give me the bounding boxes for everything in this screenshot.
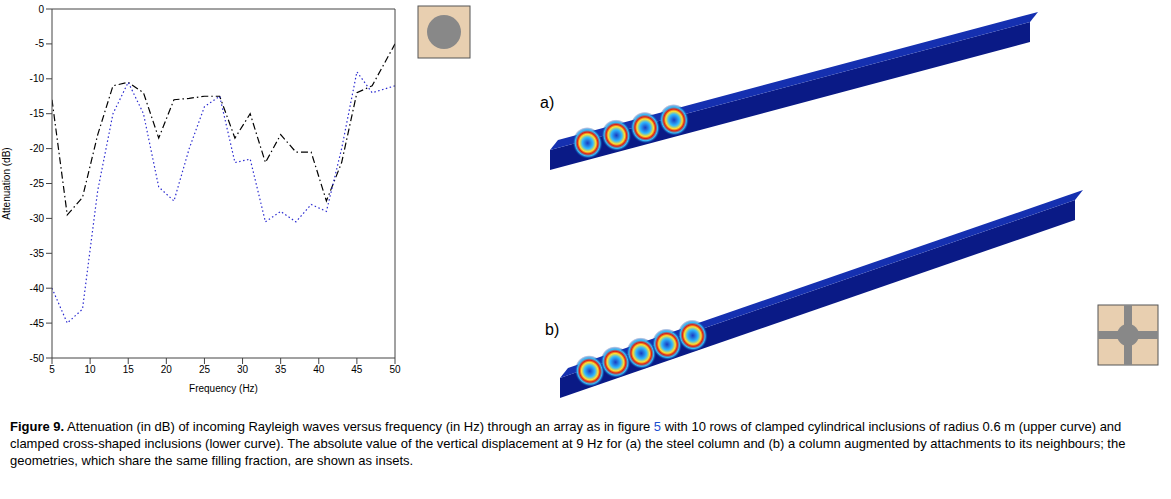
svg-text:Attenuation (dB): Attenuation (dB)	[1, 147, 12, 219]
svg-text:-20: -20	[30, 143, 45, 154]
svg-text:50: 50	[389, 364, 401, 375]
svg-text:0: 0	[38, 4, 44, 15]
html-text:Figure 9. Attenuation (in dB): Figure 9. Attenuation (in dB) of incomin…	[10, 419, 1126, 468]
svg-text:35: 35	[275, 364, 287, 375]
svg-text:a): a)	[540, 94, 554, 111]
svg-text:b): b)	[545, 321, 559, 338]
svg-text:20: 20	[161, 364, 173, 375]
svg-text:-5: -5	[35, 38, 44, 49]
svg-text:-15: -15	[30, 108, 45, 119]
svg-text:-40: -40	[30, 283, 45, 294]
svg-text:30: 30	[237, 364, 249, 375]
svg-text:-45: -45	[30, 318, 45, 329]
svg-text:-50: -50	[30, 353, 45, 364]
svg-text:-35: -35	[30, 248, 45, 259]
svg-text:40: 40	[313, 364, 325, 375]
svg-text:Frequency (Hz): Frequency (Hz)	[189, 383, 258, 394]
svg-text:45: 45	[351, 364, 363, 375]
svg-text:10: 10	[85, 364, 97, 375]
svg-text:-30: -30	[30, 213, 45, 224]
svg-text:15: 15	[123, 364, 135, 375]
svg-text:-25: -25	[30, 178, 45, 189]
svg-text:25: 25	[199, 364, 211, 375]
svg-text:5: 5	[49, 364, 55, 375]
svg-text:-10: -10	[30, 73, 45, 84]
